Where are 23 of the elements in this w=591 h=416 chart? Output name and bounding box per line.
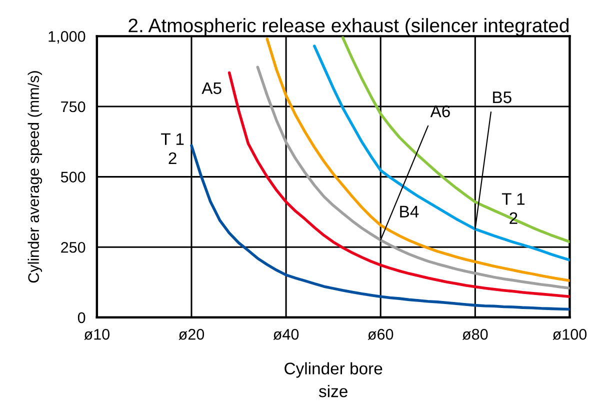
annotation: T 1 2: [161, 133, 184, 164]
x-tick-label: ø60: [368, 328, 394, 340]
annotation: B4: [400, 206, 419, 218]
y-tick-label: 0: [78, 312, 86, 324]
x-tick-label: ø100: [552, 328, 587, 340]
x-axis-title: Cylinder bore size: [284, 362, 382, 398]
annotation: A5: [202, 82, 222, 94]
line-series: [313, 44, 570, 262]
x-tick-label: ø80: [462, 328, 488, 340]
annotation: B5: [493, 92, 512, 104]
y-tick-label: 1,000: [48, 31, 86, 44]
y-tick-label: 500: [60, 172, 86, 182]
y-axis-title: Cylinder average speed (mm/s): [28, 71, 42, 283]
line-series: [341, 36, 570, 244]
x-tick-label: ø40: [273, 328, 299, 340]
line-series: [190, 144, 570, 311]
y-tick-label: 750: [61, 101, 86, 112]
line-series: [266, 38, 570, 282]
annotation: T 1 2: [502, 193, 525, 224]
chart-title: 2. Atmospheric release exhaust (silencer integrated: [128, 18, 568, 36]
y-tick-label: 250: [61, 242, 86, 253]
x-tick-label: ø20: [178, 328, 204, 340]
x-tick-label: ø10: [84, 328, 110, 340]
